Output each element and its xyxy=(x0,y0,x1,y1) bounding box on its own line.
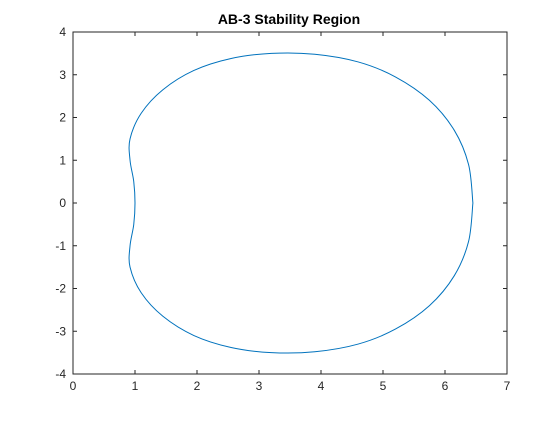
y-tick-label: 3 xyxy=(59,68,66,82)
y-tick-label: -3 xyxy=(55,324,66,338)
y-tick-label: -4 xyxy=(55,367,66,381)
x-tick-label: 5 xyxy=(380,379,387,393)
y-tick-label: -2 xyxy=(55,282,66,296)
series-layer xyxy=(128,52,474,354)
x-tick-label: 7 xyxy=(504,379,511,393)
chart-title: AB-3 Stability Region xyxy=(218,11,360,27)
y-tick-label: 1 xyxy=(59,153,66,167)
y-tick-label: 4 xyxy=(59,25,66,39)
x-tick-label: 1 xyxy=(132,379,139,393)
y-axis: 4 3 2 1 0 -1 -2 -3 -4 xyxy=(55,25,507,381)
x-tick-label: 4 xyxy=(318,379,325,393)
y-tick-label: 0 xyxy=(59,196,66,210)
y-tick-label: 2 xyxy=(59,111,66,125)
x-tick-label: 6 xyxy=(442,379,449,393)
plot-area xyxy=(72,31,508,375)
stability-boundary-line xyxy=(128,52,474,354)
x-tick-label: 0 xyxy=(70,379,77,393)
y-tick-label: -1 xyxy=(55,239,66,253)
x-axis: 0 1 2 3 4 5 6 7 xyxy=(70,32,511,393)
x-tick-label: 2 xyxy=(194,379,201,393)
x-tick-label: 3 xyxy=(256,379,263,393)
